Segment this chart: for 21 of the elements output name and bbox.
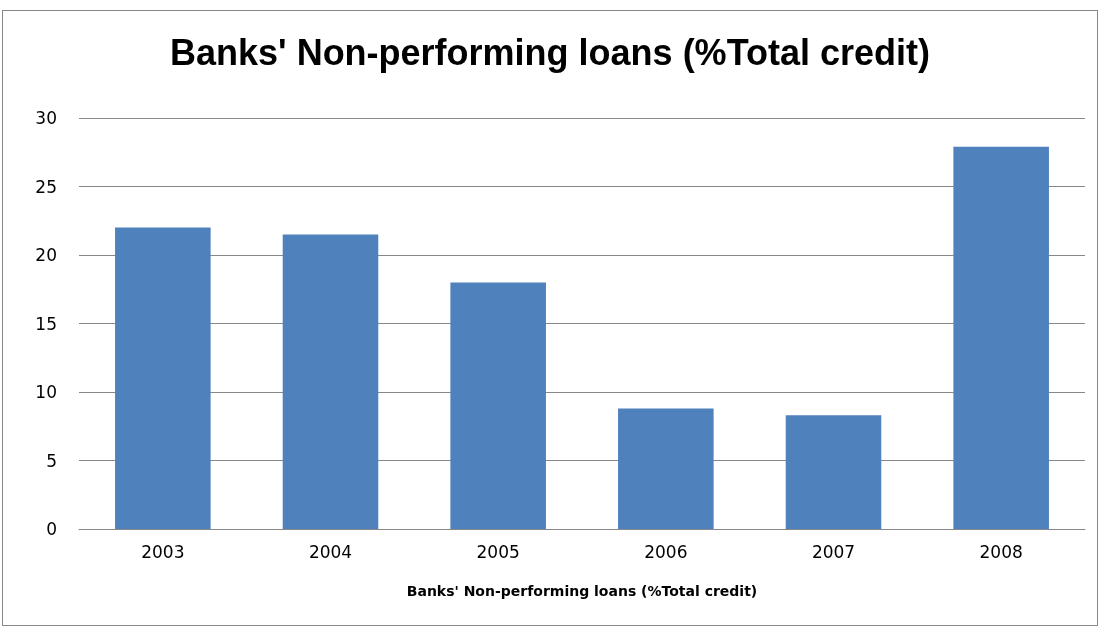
y-tick-label: 10 — [35, 382, 57, 402]
bar — [282, 234, 379, 529]
bar — [785, 415, 882, 529]
y-tick-label: 0 — [46, 519, 57, 539]
x-tick-label: 2005 — [476, 541, 520, 562]
x-tick-label: 2003 — [141, 541, 185, 562]
y-tick-label: 5 — [46, 450, 57, 471]
chart-title: Banks' Non-performing loans (%Total credit) — [170, 31, 930, 73]
bar — [953, 146, 1049, 529]
y-tick-label: 25 — [35, 176, 57, 197]
x-tick-label: 2007 — [811, 541, 856, 562]
x-tick-label: 2006 — [644, 541, 688, 562]
bar — [450, 282, 546, 529]
y-tick-label: 20 — [35, 245, 57, 265]
x-tick-label: 2004 — [308, 541, 353, 562]
bar — [618, 408, 714, 529]
y-tick-label: 15 — [35, 313, 57, 334]
y-tick-label: 30 — [35, 108, 57, 128]
bar — [115, 227, 211, 529]
x-tick-label: 2008 — [979, 541, 1023, 562]
x-axis-title: Banks' Non-performing loans (%Total credit) — [406, 583, 758, 599]
